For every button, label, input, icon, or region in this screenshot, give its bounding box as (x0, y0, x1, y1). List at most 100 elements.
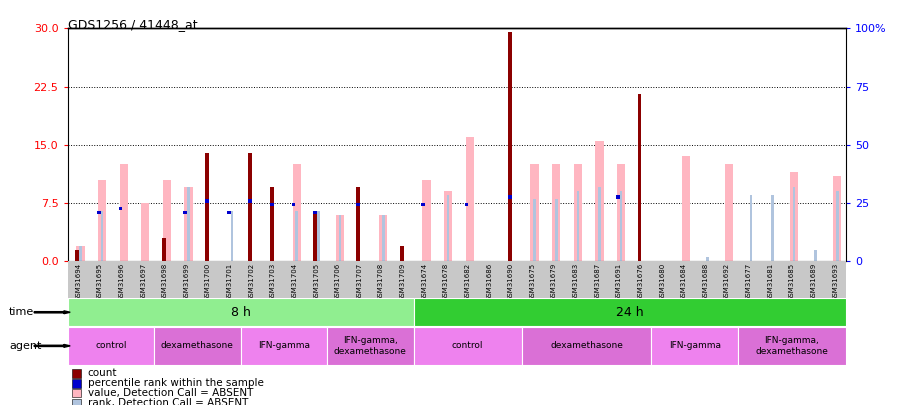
Text: GSM31678: GSM31678 (443, 263, 449, 301)
Text: GSM31687: GSM31687 (594, 263, 600, 301)
Bar (422, 180, 430, 261)
Text: GSM31700: GSM31700 (205, 263, 212, 301)
Bar (464, 203, 468, 207)
Text: GSM31702: GSM31702 (248, 263, 255, 301)
Bar (98, 180, 106, 261)
Text: IFN-gamma: IFN-gamma (669, 341, 721, 350)
Text: control: control (95, 341, 127, 350)
Text: IFN-gamma: IFN-gamma (257, 341, 310, 350)
Text: GSM31677: GSM31677 (746, 263, 751, 301)
Text: GSM31674: GSM31674 (421, 263, 428, 301)
Text: time: time (9, 307, 34, 317)
Text: percentile rank within the sample: percentile rank within the sample (88, 378, 264, 388)
Text: GSM31692: GSM31692 (724, 263, 730, 301)
Bar (421, 203, 425, 207)
Bar (682, 156, 690, 261)
Bar (270, 188, 274, 261)
Bar (327, 327, 413, 364)
Bar (555, 199, 557, 261)
Bar (230, 211, 233, 261)
Bar (240, 327, 327, 364)
Bar (292, 164, 301, 261)
Bar (184, 211, 187, 214)
Text: GSM31703: GSM31703 (270, 263, 276, 301)
Bar (508, 195, 512, 199)
Text: GSM31707: GSM31707 (356, 263, 363, 301)
Bar (534, 199, 535, 261)
Text: GSM31683: GSM31683 (572, 263, 579, 301)
Bar (413, 327, 522, 364)
Bar (616, 195, 620, 199)
Bar (336, 215, 344, 261)
Bar (76, 246, 85, 261)
Text: GSM31709: GSM31709 (400, 263, 406, 301)
Bar (573, 164, 582, 261)
Text: GSM31705: GSM31705 (313, 263, 320, 301)
Text: GSM31686: GSM31686 (486, 263, 492, 301)
Bar (248, 153, 252, 261)
Bar (162, 238, 166, 261)
Text: count: count (88, 368, 117, 378)
Bar (552, 164, 561, 261)
Bar (446, 195, 449, 261)
Bar (295, 211, 298, 261)
Bar (141, 203, 149, 261)
Bar (205, 199, 209, 202)
Bar (154, 327, 240, 364)
Bar (620, 192, 623, 261)
Bar (356, 188, 360, 261)
Bar (97, 211, 101, 214)
Text: IFN-gamma,
dexamethasone: IFN-gamma, dexamethasone (755, 336, 828, 356)
Text: GSM31695: GSM31695 (97, 263, 103, 301)
Bar (465, 137, 473, 261)
Bar (356, 203, 360, 207)
Bar (68, 327, 154, 364)
Bar (522, 327, 652, 364)
Bar (413, 298, 846, 326)
Text: GSM31698: GSM31698 (162, 263, 167, 301)
Text: rank, Detection Call = ABSENT: rank, Detection Call = ABSENT (88, 398, 248, 405)
Bar (598, 188, 601, 261)
Bar (270, 203, 274, 207)
Text: GSM31691: GSM31691 (616, 263, 622, 301)
Bar (738, 327, 846, 364)
Text: control: control (452, 341, 483, 350)
Bar (379, 215, 387, 261)
Bar (72, 399, 81, 405)
Text: GSM31679: GSM31679 (551, 263, 557, 301)
Bar (163, 180, 171, 261)
Bar (184, 188, 193, 261)
Bar (227, 211, 230, 214)
Text: GSM31704: GSM31704 (292, 263, 298, 301)
Text: GSM31697: GSM31697 (140, 263, 146, 301)
Bar (725, 164, 734, 261)
Text: agent: agent (9, 341, 41, 351)
Bar (72, 369, 81, 377)
Text: GSM31701: GSM31701 (227, 263, 233, 301)
Text: value, Detection Call = ABSENT: value, Detection Call = ABSENT (88, 388, 253, 398)
Text: GDS1256 / 41448_at: GDS1256 / 41448_at (68, 18, 197, 31)
Bar (68, 298, 413, 326)
Text: GSM31682: GSM31682 (464, 263, 471, 301)
Bar (101, 211, 104, 261)
Bar (120, 164, 128, 261)
Bar (617, 164, 626, 261)
Bar (313, 211, 317, 261)
Bar (706, 257, 709, 261)
Bar (508, 32, 512, 261)
Bar (72, 379, 81, 388)
Bar (79, 246, 82, 261)
Text: GSM31684: GSM31684 (680, 263, 687, 301)
Text: GSM31699: GSM31699 (184, 263, 189, 301)
Bar (292, 203, 295, 207)
Bar (596, 141, 604, 261)
Bar (76, 249, 79, 261)
Bar (836, 192, 839, 261)
Bar (833, 176, 842, 261)
Bar (750, 195, 752, 261)
Bar (119, 207, 122, 210)
Text: GSM31688: GSM31688 (702, 263, 708, 301)
Text: GSM31708: GSM31708 (378, 263, 384, 301)
Bar (338, 215, 341, 261)
Text: GSM31675: GSM31675 (529, 263, 535, 301)
